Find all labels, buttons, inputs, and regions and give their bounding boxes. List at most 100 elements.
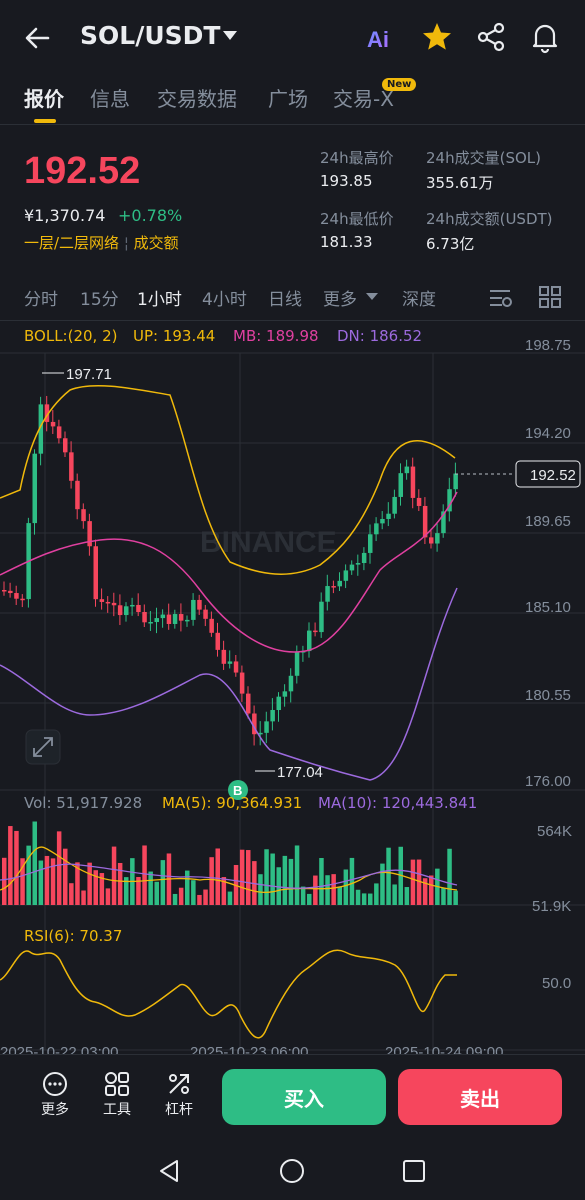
volume-bar [111, 846, 117, 905]
volume-bar [142, 845, 147, 905]
indicator-settings-icon[interactable] [488, 286, 514, 310]
tab-quote[interactable]: 报价 [24, 87, 64, 111]
tag-layer-network[interactable]: 一层/二层网络 [24, 234, 120, 252]
tf-4h[interactable]: 4小时 [202, 290, 247, 310]
ai-icon[interactable]: Ai [365, 20, 399, 54]
volume-bar [215, 848, 220, 905]
stat-value: 193.85 [320, 172, 373, 190]
nav-recents-icon[interactable] [402, 1159, 426, 1183]
candle [392, 496, 397, 514]
tf-1d[interactable]: 日线 [268, 290, 302, 310]
candle [264, 721, 269, 733]
tf-more[interactable]: 更多 [323, 290, 357, 310]
tab-info[interactable]: 信息 [90, 87, 130, 111]
expand-icon[interactable] [25, 729, 61, 765]
volume-bar [447, 848, 452, 905]
tag-turnover[interactable]: 成交额 [133, 234, 179, 252]
candle [38, 404, 44, 454]
leverage-tool[interactable]: 杠杆 [157, 1071, 201, 1119]
candle [355, 563, 361, 565]
candle [270, 710, 275, 722]
stat-label: 24h成交额(USDT) [426, 210, 553, 228]
chevron-down-icon[interactable] [366, 293, 378, 300]
candle [172, 614, 178, 624]
vol-ma10-label: MA(10): 120,443.841 [318, 794, 478, 812]
volume-bar [160, 860, 166, 905]
candle [325, 586, 330, 602]
tab-trading-data[interactable]: 交易数据 [157, 87, 237, 111]
candle [368, 534, 373, 553]
leverage-label: 杠杆 [165, 1102, 193, 1118]
candle [209, 618, 214, 633]
price-axis-tick: 189.65 [525, 513, 571, 530]
tab-trading-x[interactable]: 交易-X [333, 87, 394, 111]
volume-bar [355, 889, 361, 905]
nav-home-icon[interactable] [279, 1158, 305, 1184]
star-icon[interactable] [420, 20, 454, 54]
candle [374, 523, 379, 535]
candle [276, 696, 281, 711]
svg-text:Ai: Ai [367, 27, 389, 52]
chevron-down-icon[interactable] [223, 31, 237, 40]
grid-layout-icon[interactable] [538, 285, 562, 309]
candle [20, 598, 25, 601]
candle [246, 693, 251, 714]
boll-label: BOLL:(20, 2) [24, 327, 118, 345]
volume-bar [294, 845, 300, 905]
volume-bar [429, 875, 434, 905]
candle [410, 466, 416, 498]
candle [166, 614, 172, 624]
volume-bar [105, 888, 111, 905]
kline-chart[interactable]: BINANCE 192.52 197.71 177.04 B 198.75 19… [0, 320, 585, 1055]
candle [69, 452, 74, 481]
volume-bar [2, 857, 7, 905]
active-tab-indicator [34, 119, 56, 123]
nav-back-icon[interactable] [157, 1158, 181, 1184]
share-icon[interactable] [474, 20, 508, 54]
stat-label: 24h最高价 [320, 149, 394, 167]
vol-label: Vol: 51,917.928 [24, 794, 143, 812]
time-axis-tick: 2025-10-22 03:00 [0, 1044, 118, 1055]
price-axis-tick: 185.10 [525, 599, 571, 616]
more-icon [43, 1072, 67, 1096]
volume-bar [307, 893, 312, 905]
buy-button[interactable]: 买入 [222, 1069, 386, 1125]
volume-bar [288, 858, 294, 905]
candle [239, 672, 245, 694]
tools-tool[interactable]: 工具 [95, 1071, 139, 1119]
volume-bar [239, 849, 245, 905]
system-nav-bar [0, 1130, 585, 1200]
candle [215, 632, 220, 650]
sell-button[interactable]: 卖出 [398, 1069, 562, 1125]
candle [453, 473, 458, 490]
back-arrow-icon[interactable] [22, 22, 54, 54]
candle [361, 552, 367, 564]
candle [422, 505, 428, 538]
tf-depth[interactable]: 深度 [402, 290, 436, 310]
candle [435, 533, 440, 544]
candle [258, 732, 263, 735]
volume-bar [14, 830, 19, 905]
buy-marker[interactable] [228, 780, 248, 800]
pair-title[interactable]: SOL/USDT [80, 21, 221, 50]
candle [416, 497, 422, 506]
more-tool[interactable]: 更多 [33, 1071, 77, 1119]
candle [160, 614, 166, 619]
volume-bar [75, 862, 80, 905]
tab-square[interactable]: 广场 [268, 87, 308, 111]
bell-icon[interactable] [528, 20, 562, 54]
volume-bar [81, 890, 86, 905]
candle [331, 586, 336, 588]
vol-ma5-label: MA(5): 90,364.931 [162, 794, 303, 812]
tf-timeline[interactable]: 分时 [24, 290, 58, 310]
volume-bar [404, 887, 410, 905]
volume-bar [56, 831, 62, 905]
tf-1h[interactable]: 1小时 [137, 290, 182, 310]
volume-bar [258, 874, 263, 905]
volume-bar [282, 855, 288, 905]
candle [282, 691, 288, 697]
tf-15m[interactable]: 15分 [80, 290, 119, 310]
candle [154, 618, 159, 623]
candle [136, 604, 141, 613]
volume-bar [386, 847, 391, 905]
